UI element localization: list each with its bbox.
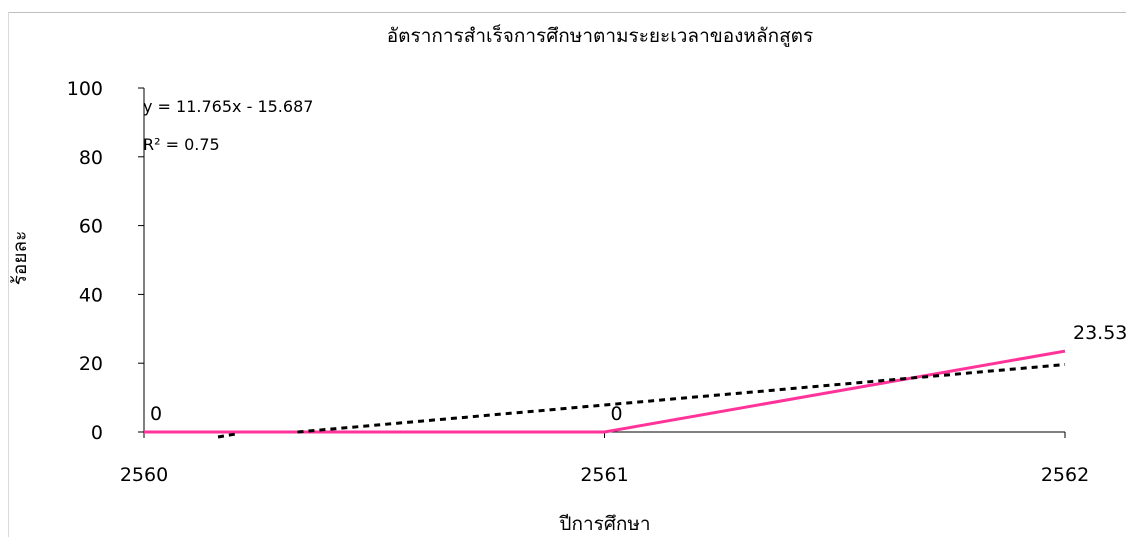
trendline-equation: y = 11.765x - 15.687 <box>143 97 313 116</box>
x-tick-label: 2562 <box>1041 464 1089 486</box>
trendline-r-squared: R² = 0.75 <box>143 135 220 154</box>
trendline <box>297 363 1066 434</box>
data-labels: 0 0 23.53 <box>150 322 1126 425</box>
trendline-layer <box>217 363 1066 439</box>
y-axis-label: ร้อยละ <box>9 231 31 286</box>
data-label: 0 <box>150 403 162 425</box>
y-tick-label: 20 <box>79 353 103 375</box>
x-tick-label: 2560 <box>120 464 168 486</box>
y-tick-label: 100 <box>67 78 103 100</box>
chart-title: อัตราการสำเร็จการศึกษาตามระยะเวลาของหลัก… <box>387 23 813 47</box>
y-tick-label: 80 <box>79 147 103 169</box>
y-tick-label: 0 <box>91 422 103 444</box>
x-axis-ticks: 2560 2561 2562 <box>120 432 1089 486</box>
x-tick-label: 2561 <box>580 464 628 486</box>
top-border <box>8 12 1126 13</box>
series-line <box>144 349 1066 434</box>
x-axis-label: ปีการศึกษา <box>559 513 651 535</box>
left-border <box>8 12 9 537</box>
y-tick-label: 60 <box>79 216 103 238</box>
data-label: 0 <box>611 403 623 425</box>
trendline-below-axis <box>217 432 237 439</box>
y-tick-label: 40 <box>79 284 103 306</box>
data-label: 23.53 <box>1073 322 1126 344</box>
series-layer <box>143 349 1066 434</box>
y-axis-ticks: 0 20 40 60 80 100 <box>67 78 144 444</box>
